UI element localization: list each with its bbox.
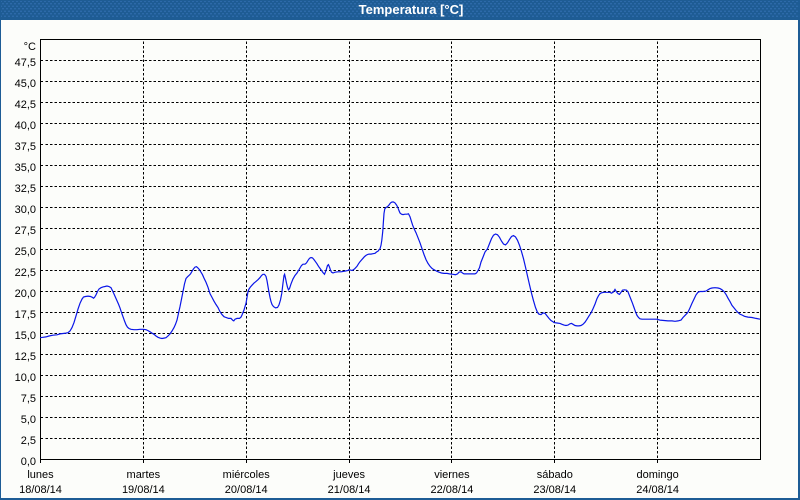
svg-text:10,0: 10,0 (15, 372, 36, 384)
svg-text:jueves: jueves (332, 469, 365, 481)
svg-text:27,5: 27,5 (15, 225, 36, 237)
svg-text:23/08/14: 23/08/14 (533, 484, 576, 496)
svg-text:30,0: 30,0 (15, 204, 36, 216)
svg-text:12,5: 12,5 (15, 351, 36, 363)
svg-text:25,0: 25,0 (15, 246, 36, 258)
svg-text:2,5: 2,5 (21, 435, 36, 447)
svg-text:°C: °C (24, 41, 36, 53)
svg-text:47,5: 47,5 (15, 57, 36, 69)
svg-text:lunes: lunes (27, 469, 54, 481)
svg-text:7,5: 7,5 (21, 393, 36, 405)
svg-text:21/08/14: 21/08/14 (328, 484, 371, 496)
svg-text:19/08/14: 19/08/14 (122, 484, 165, 496)
svg-text:5,0: 5,0 (21, 414, 36, 426)
svg-text:22,5: 22,5 (15, 267, 36, 279)
svg-text:37,5: 37,5 (15, 141, 36, 153)
svg-text:martes: martes (127, 469, 161, 481)
svg-text:viernes: viernes (434, 469, 470, 481)
svg-text:35,0: 35,0 (15, 162, 36, 174)
svg-text:20/08/14: 20/08/14 (225, 484, 268, 496)
svg-text:42,5: 42,5 (15, 99, 36, 111)
svg-text:miércoles: miércoles (223, 469, 271, 481)
svg-text:24/08/14: 24/08/14 (636, 484, 679, 496)
svg-text:18/08/14: 18/08/14 (19, 484, 62, 496)
svg-text:15,0: 15,0 (15, 330, 36, 342)
svg-text:sábado: sábado (537, 469, 573, 481)
svg-text:domingo: domingo (637, 469, 679, 481)
svg-text:45,0: 45,0 (15, 78, 36, 90)
svg-text:17,5: 17,5 (15, 309, 36, 321)
svg-text:40,0: 40,0 (15, 120, 36, 132)
svg-text:20,0: 20,0 (15, 288, 36, 300)
svg-text:0,0: 0,0 (21, 456, 36, 468)
svg-text:22/08/14: 22/08/14 (431, 484, 474, 496)
svg-text:32,5: 32,5 (15, 183, 36, 195)
